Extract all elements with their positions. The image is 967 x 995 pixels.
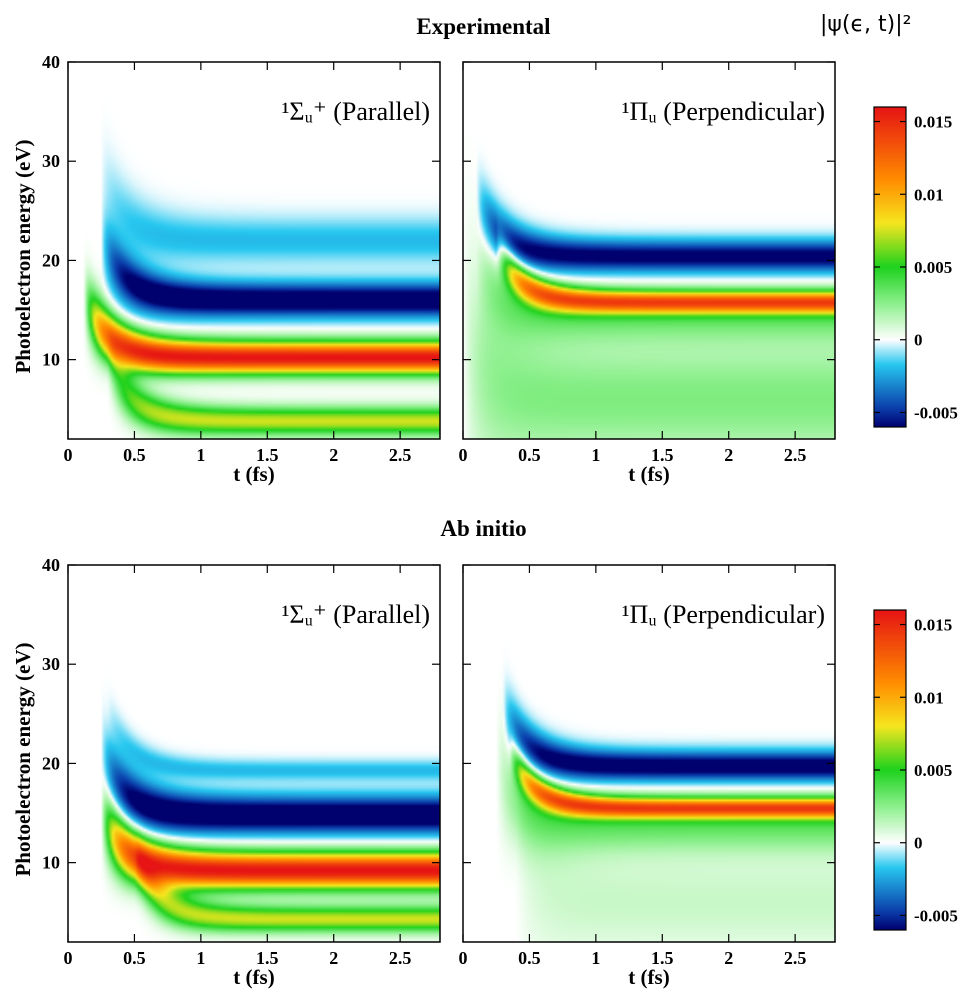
x-tick-label: 1	[196, 445, 205, 465]
x-tick-label: 1.5	[256, 445, 279, 465]
heatmap-0-1	[463, 62, 835, 439]
x-tick-label: 0.5	[123, 948, 146, 968]
panel-label: ¹Σᵤ⁺ (Parallel)	[282, 600, 430, 629]
heatmap-1-1	[463, 565, 835, 942]
x-tick-label: 2	[329, 948, 338, 968]
x-tick-label: 2.5	[389, 948, 412, 968]
x-axis-label: t (fs)	[233, 462, 274, 486]
x-tick-label: 2.5	[784, 948, 807, 968]
panel-frame	[67, 564, 441, 943]
colorbar-tick-label: 0.005	[914, 258, 952, 277]
x-tick-label: 1	[591, 948, 600, 968]
x-tick-label: 0	[64, 445, 73, 465]
panel-label: ¹Πᵤ (Perpendicular)	[622, 600, 825, 629]
x-tick-label: 0	[459, 948, 468, 968]
panel-label: ¹Σᵤ⁺ (Parallel)	[282, 97, 430, 126]
x-tick-label: 2	[724, 948, 733, 968]
y-axis-label: Photoelectron energy (eV)	[11, 139, 35, 373]
y-tick-label: 40	[42, 555, 60, 575]
x-tick-label: 1	[591, 445, 600, 465]
colorbar-tick-label: 0.015	[914, 616, 952, 635]
heatmap-1-0	[68, 565, 440, 942]
y-tick-label: 10	[42, 350, 60, 370]
x-axis-label: t (fs)	[628, 965, 669, 989]
colorbar-tick-label: -0.005	[914, 906, 958, 925]
x-tick-label: 2.5	[784, 445, 807, 465]
colorbar-tick-label: 0.015	[914, 113, 952, 132]
panel-frame	[67, 61, 441, 440]
colorbar-tick-label: 0.01	[914, 185, 944, 204]
y-tick-label: 20	[42, 250, 60, 270]
x-tick-label: 2	[724, 445, 733, 465]
x-axis-label: t (fs)	[233, 965, 274, 989]
colorbar-tick-label: 0	[914, 834, 923, 853]
y-tick-label: 20	[42, 753, 60, 773]
x-tick-label: 2.5	[389, 445, 412, 465]
y-tick-label: 30	[42, 151, 60, 171]
x-tick-label: 0.5	[518, 445, 541, 465]
colorbar-tick-label: -0.005	[914, 403, 958, 422]
heatmap-0-0	[68, 62, 440, 439]
x-tick-label: 0	[64, 948, 73, 968]
colorbar-title: |ψ(ϵ, t)|²	[820, 12, 912, 37]
x-tick-label: 1	[196, 948, 205, 968]
x-tick-label: 0.5	[518, 948, 541, 968]
colorbar-tick-label: 0.01	[914, 688, 944, 707]
x-axis-label: t (fs)	[628, 462, 669, 486]
y-axis-label: Photoelectron energy (eV)	[11, 642, 35, 876]
colorbar-tick-label: 0	[914, 331, 923, 350]
section-title-ab-initio: Ab initio	[440, 516, 527, 541]
x-tick-label: 0	[459, 445, 468, 465]
colorbar-tick-label: 0.005	[914, 761, 952, 780]
x-tick-label: 1.5	[651, 948, 674, 968]
x-tick-label: 1.5	[651, 445, 674, 465]
y-tick-label: 10	[42, 853, 60, 873]
section-title-experimental: Experimental	[416, 14, 551, 39]
x-tick-label: 1.5	[256, 948, 279, 968]
panel-label: ¹Πᵤ (Perpendicular)	[622, 97, 825, 126]
y-tick-label: 40	[42, 52, 60, 72]
panel-frame	[462, 61, 836, 440]
x-tick-label: 0.5	[123, 445, 146, 465]
x-tick-label: 2	[329, 445, 338, 465]
panel-frame	[462, 564, 836, 943]
y-tick-label: 30	[42, 654, 60, 674]
